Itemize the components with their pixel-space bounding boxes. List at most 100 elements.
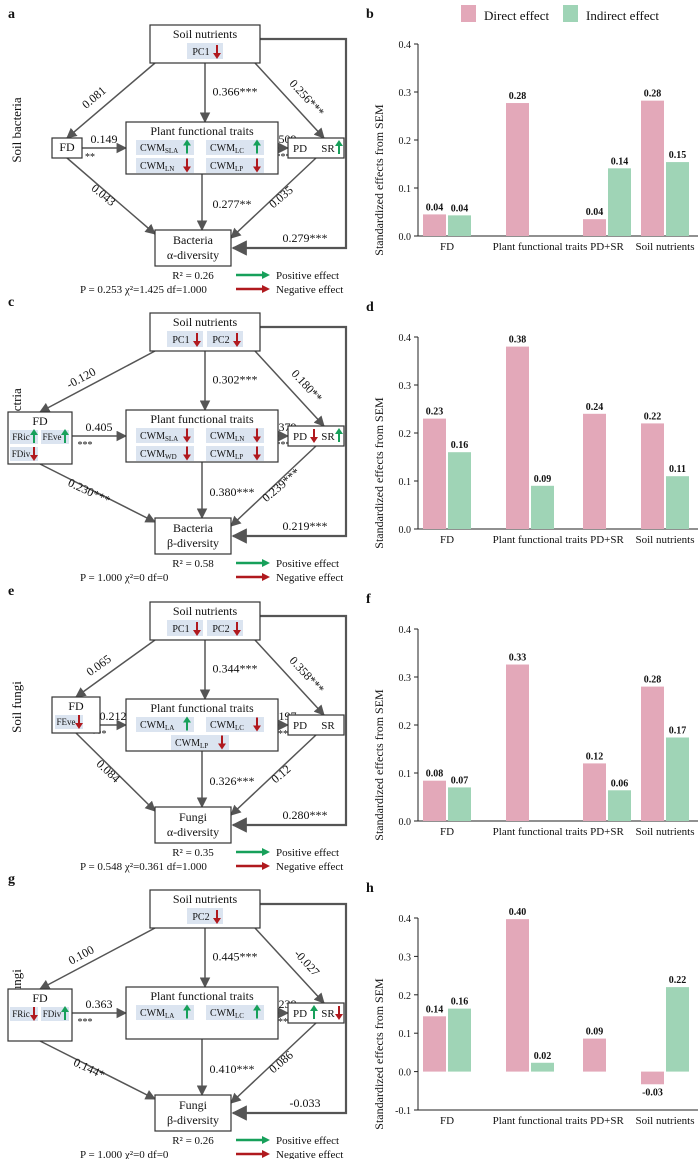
x-tick-label: PD+SR: [590, 534, 624, 546]
negative-effect-label: Negative effect: [276, 1149, 343, 1159]
bar-value-label: 0.22: [644, 411, 662, 422]
trait-chip: [206, 140, 264, 155]
negative-arrow-head: [262, 1150, 270, 1158]
panel-letter: a: [8, 7, 15, 22]
trait-down-icon: [253, 428, 261, 443]
negative-arrow-head: [262, 573, 270, 581]
arrow-head: [218, 743, 226, 750]
coef-fd-traits-sig: ***: [92, 729, 107, 740]
coef-soil-fd: 0.065: [84, 652, 114, 679]
arrow-head: [30, 1015, 38, 1021]
traits-box-title: Plant functional traits: [150, 412, 254, 426]
trait-chip: [136, 1005, 194, 1020]
path-soil-outcome: [231, 902, 348, 1121]
legend-swatch-direct: [461, 5, 476, 22]
sr-label: SR: [321, 1008, 335, 1020]
coef-traits-pd-sig: **: [278, 729, 288, 740]
coef-soil-outcome: -0.033: [290, 1096, 321, 1110]
trait-base: CWM: [210, 143, 235, 154]
pd-label: PD: [293, 143, 307, 155]
bar-value-label: 0.23: [426, 407, 444, 418]
outcome-title: Fungi: [179, 1098, 208, 1112]
arrow-head: [193, 341, 201, 347]
bar-indirect: [448, 215, 471, 236]
y-tick-label: 0.1: [399, 477, 412, 488]
trait-base: CWM: [140, 720, 165, 731]
trait-sub: LN: [235, 435, 244, 443]
bar-indirect: [608, 790, 631, 821]
fd-chip: [55, 715, 83, 729]
panel-letter: c: [8, 295, 14, 310]
sem-stats: R² = 0.58P = 1.000 χ²=0 df=0 Positive eff…: [80, 558, 343, 584]
coef-fd-outcome: 0.043: [89, 181, 119, 209]
trait-sub: LP: [200, 742, 208, 750]
y-tick-label: 0.2: [399, 991, 412, 1002]
y-tick-label: 0.0: [399, 525, 412, 536]
y-axis-label: Standardized effects from SEM: [372, 689, 386, 841]
trait-base: CWM: [140, 431, 165, 442]
y-tick-label: 0.3: [399, 952, 412, 963]
coef-soil-traits: 0.445***: [213, 950, 258, 964]
bar-value-label: 0.02: [534, 1051, 552, 1062]
legend-label-indirect: Indirect effect: [586, 8, 659, 23]
y-tick-label: 0.2: [399, 429, 412, 440]
x-tick-label: PD+SR: [590, 826, 624, 838]
arrow-head: [75, 723, 83, 729]
pd-label: PD: [293, 1008, 307, 1020]
trait-sub: LC: [235, 724, 244, 732]
bar-indirect: [608, 168, 631, 236]
x-tick-label: Soil nutrients: [636, 1115, 695, 1127]
bar-indirect: [531, 485, 554, 529]
negative-effect-label: Negative effect: [276, 861, 343, 873]
arrow-head: [233, 341, 241, 347]
trait-up-icon: [183, 139, 191, 154]
bar-indirect: [448, 787, 471, 821]
pd-sr-box-frame: [287, 1002, 345, 1024]
coef-soil-outcome: 0.280***: [283, 808, 328, 822]
fd-up-icon: [30, 429, 38, 443]
trait-chip: [136, 446, 194, 461]
pc-chip: [167, 331, 203, 347]
arrow-head: [213, 918, 221, 924]
pd-sr-box: PD SR: [287, 425, 345, 447]
outcome-title: Bacteria: [173, 521, 214, 535]
chart-letter: h: [366, 881, 374, 896]
sr-up-icon: [335, 428, 343, 442]
coef-soil-outcome: 0.279***: [283, 231, 328, 245]
x-tick-label: PD+SR: [590, 241, 624, 253]
arrow-head: [253, 725, 261, 732]
fd-item-label: FDiv: [12, 449, 31, 459]
y-tick-label: 0.0: [399, 1068, 412, 1079]
coef-pd-outcome: 0.035: [266, 183, 296, 211]
trait-down-icon: [253, 158, 261, 173]
outcome-box-frame: [154, 229, 232, 267]
y-tick-label: 0.4: [399, 914, 412, 925]
pc-down-icon: [193, 333, 201, 347]
fd-box-title: FD: [32, 991, 48, 1005]
x-tick-label: Plant functional traits: [493, 826, 588, 838]
bar-value-label: 0.24: [586, 402, 604, 413]
bar-value-label: 0.38: [509, 335, 527, 346]
trait-chip: [206, 717, 264, 732]
coef-soil-traits: 0.344***: [213, 662, 258, 676]
trait-label: CWMLA: [140, 1008, 174, 1020]
trait-sub: LC: [235, 1012, 244, 1020]
bar-value-label: 0.04: [586, 207, 604, 218]
y-tick-label: 0.2: [399, 136, 412, 147]
arrow-head: [335, 140, 343, 146]
trait-base: CWM: [140, 449, 165, 460]
bar-chart-f: f 0.0 0.1 0.2 0.3 0.4 Standardized effects fro…: [366, 592, 698, 841]
outcome-box-frame: [154, 517, 232, 555]
positive-arrow-head: [262, 559, 270, 567]
coef-fd-outcome: 0.144*: [71, 1055, 107, 1082]
legend: Direct effect Indirect effect: [461, 5, 659, 23]
path-fd-outcome: [39, 1040, 156, 1100]
fd-item-label: FRic: [12, 432, 30, 442]
trait-down-icon: [253, 446, 261, 461]
